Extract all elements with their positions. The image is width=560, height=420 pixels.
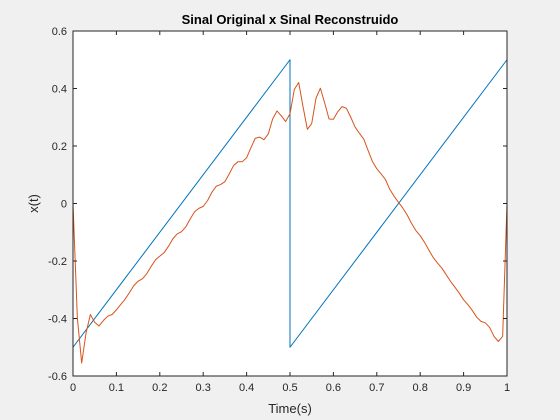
x-tick-label: 0: [70, 382, 76, 394]
x-tick-label: 0.6: [326, 382, 341, 394]
y-tick-label: 0: [61, 199, 67, 211]
y-tick-label: 0.4: [52, 84, 67, 96]
x-tick-label: 0.9: [456, 382, 471, 394]
x-tick-label: 0.3: [196, 382, 211, 394]
x-tick-label: 1: [504, 382, 510, 394]
x-tick-label: 0.1: [109, 382, 124, 394]
x-tick-label: 0.8: [413, 382, 428, 394]
y-axis-label: x(t): [26, 194, 41, 213]
y-tick-label: -0.2: [48, 256, 67, 268]
x-tick-label: 0.4: [239, 382, 254, 394]
y-tick-label: 0.2: [52, 141, 67, 153]
x-tick-label: 0.5: [282, 382, 297, 394]
x-tick-label: 0.7: [369, 382, 384, 394]
chart-title: Sinal Original x Sinal Reconstruido: [182, 12, 399, 27]
x-axis-label: Time(s): [268, 401, 312, 416]
y-tick-label: -0.6: [48, 371, 67, 383]
y-tick-label: -0.4: [48, 314, 67, 326]
y-tick-label: 0.6: [52, 26, 67, 38]
x-tick-label: 0.2: [152, 382, 167, 394]
